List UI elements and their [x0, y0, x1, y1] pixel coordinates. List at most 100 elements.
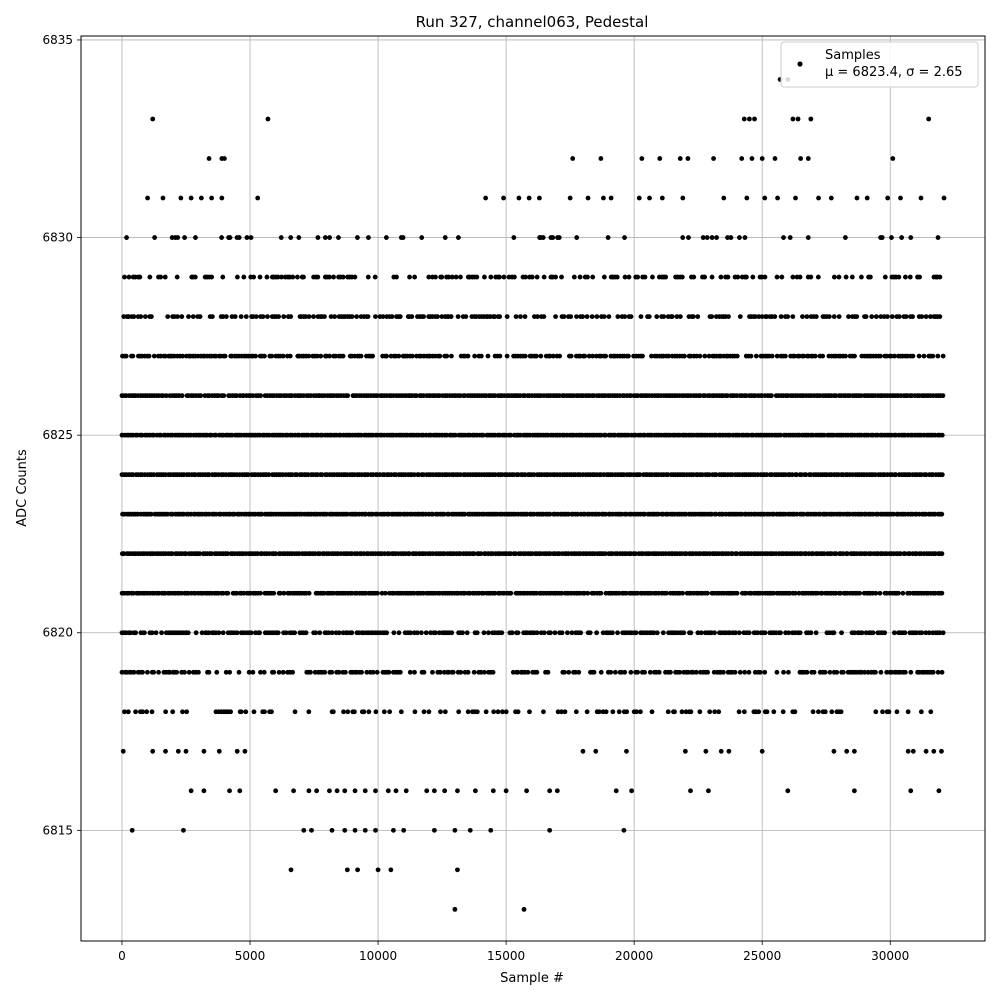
data-point — [550, 235, 556, 240]
data-point — [421, 314, 426, 319]
data-point — [686, 235, 691, 240]
data-point — [198, 393, 204, 399]
data-point — [541, 630, 547, 636]
data-point — [222, 353, 228, 359]
data-point — [180, 709, 185, 715]
data-point — [882, 630, 888, 636]
data-point — [206, 156, 212, 161]
data-point — [448, 314, 454, 319]
data-point — [481, 630, 487, 636]
data-point — [488, 274, 494, 280]
data-point — [916, 353, 922, 359]
data-point — [220, 630, 226, 636]
data-point — [877, 590, 883, 596]
data-point — [677, 156, 683, 161]
data-point — [935, 235, 941, 240]
data-point — [693, 669, 699, 675]
data-point — [550, 353, 556, 359]
data-point — [780, 709, 786, 715]
data-point — [326, 630, 332, 636]
grid-lines — [81, 36, 985, 941]
data-point — [457, 393, 463, 399]
data-point — [452, 906, 458, 912]
data-point — [626, 274, 632, 280]
data-point — [446, 669, 452, 675]
data-point — [786, 630, 792, 636]
data-point — [674, 314, 680, 319]
data-point — [659, 195, 665, 201]
data-point — [158, 432, 164, 438]
data-point — [746, 630, 752, 636]
data-point — [657, 156, 663, 161]
data-point — [515, 709, 521, 715]
data-point — [764, 314, 770, 319]
data-point — [206, 669, 212, 675]
data-point — [873, 709, 879, 715]
data-point — [435, 314, 440, 319]
data-point — [937, 274, 943, 280]
data-point — [626, 353, 631, 359]
data-point — [547, 511, 553, 517]
data-point — [742, 669, 748, 675]
data-point — [133, 630, 139, 636]
y-tick-label: 6825 — [42, 428, 73, 442]
data-point — [711, 156, 716, 161]
data-point — [329, 669, 335, 675]
data-point — [478, 551, 484, 557]
data-point — [432, 827, 437, 833]
data-point — [834, 669, 840, 675]
data-point — [244, 235, 250, 240]
data-point — [559, 274, 564, 280]
data-point — [702, 353, 708, 359]
data-point — [147, 274, 153, 280]
data-point — [836, 314, 842, 319]
data-point — [603, 432, 608, 438]
data-point — [654, 314, 660, 319]
data-point — [196, 669, 201, 675]
data-point — [734, 590, 740, 596]
data-point — [513, 314, 519, 319]
data-point — [682, 748, 688, 754]
data-point — [651, 630, 657, 636]
data-point — [679, 709, 685, 715]
data-point — [216, 748, 222, 754]
data-point — [574, 235, 580, 240]
data-point — [566, 669, 572, 675]
data-point — [553, 314, 558, 319]
data-point — [844, 748, 850, 754]
data-point — [396, 353, 402, 359]
data-point — [709, 314, 715, 319]
legend: Samples μ = 6823.4, σ = 2.65 — [780, 41, 979, 88]
data-point — [257, 630, 262, 636]
data-point — [891, 630, 897, 636]
data-point — [628, 314, 634, 319]
data-point — [159, 630, 164, 636]
data-point — [902, 669, 908, 675]
data-point — [628, 393, 634, 399]
data-point — [251, 274, 257, 280]
data-point — [319, 472, 325, 478]
data-point — [462, 511, 468, 517]
data-point — [769, 353, 775, 359]
data-point — [918, 195, 924, 201]
data-point — [345, 393, 351, 399]
data-point — [186, 669, 192, 675]
data-point — [296, 235, 302, 240]
data-point — [910, 314, 915, 319]
data-point — [149, 709, 155, 715]
data-point — [407, 669, 413, 675]
data-point — [175, 235, 181, 240]
data-point — [733, 630, 738, 636]
data-point — [940, 630, 946, 636]
data-point — [615, 314, 621, 319]
data-point — [442, 709, 448, 715]
data-point — [279, 274, 284, 280]
data-point — [573, 709, 579, 715]
data-point — [238, 314, 244, 319]
data-point — [315, 235, 321, 240]
data-point — [137, 274, 143, 280]
data-point — [790, 116, 796, 122]
data-point — [460, 630, 465, 636]
data-point — [223, 314, 229, 319]
